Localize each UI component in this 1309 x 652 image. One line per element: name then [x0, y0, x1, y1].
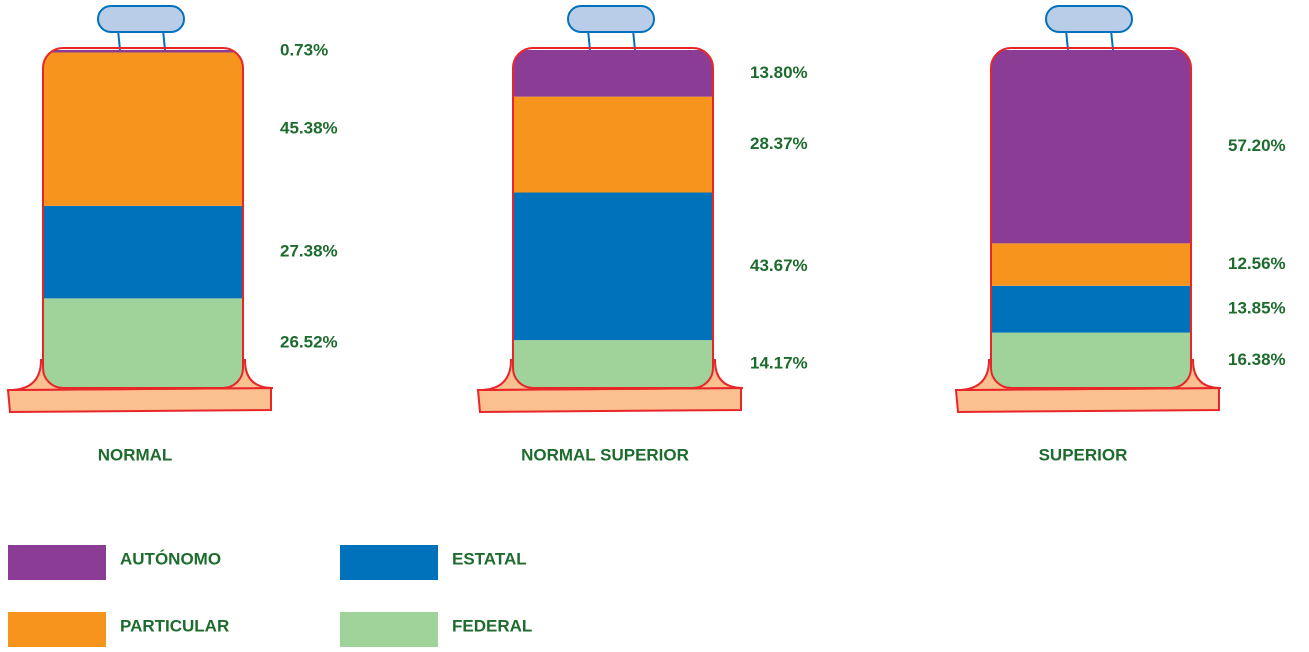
chart: 26.52% 27.38% 45.38% 0.73% NORMAL 14.17% 43.67… [0, 0, 1309, 647]
bar-segment [43, 206, 243, 299]
legend-swatch [340, 612, 438, 647]
value-label: 0.73% [280, 41, 328, 60]
bottle-base [956, 388, 1219, 412]
bottle-cap [98, 6, 184, 32]
bottle-base [478, 388, 741, 412]
value-label: 57.20% [1228, 136, 1286, 155]
category-label: SUPERIOR [1039, 445, 1128, 464]
value-label: 13.80% [750, 63, 808, 82]
legend-swatch [340, 545, 438, 580]
value-label: 26.52% [280, 333, 338, 352]
bottle-body [991, 50, 1191, 388]
bar-segment [43, 52, 243, 205]
legend-label: PARTICULAR [120, 616, 229, 635]
value-label: 14.17% [750, 354, 808, 373]
bar-segment [513, 340, 713, 388]
bar-segment [991, 50, 1191, 243]
bar-segment [43, 50, 243, 52]
legend-label: ESTATAL [452, 549, 527, 568]
value-label: 16.38% [1228, 350, 1286, 369]
value-label: 43.67% [750, 256, 808, 275]
bottle-base [8, 388, 271, 412]
bar-segment [513, 50, 713, 97]
bar-segment [43, 298, 243, 388]
value-label: 13.85% [1228, 299, 1286, 318]
legend-swatch [8, 612, 106, 647]
bar-segment [513, 193, 713, 341]
bar-segment [991, 333, 1191, 388]
bar-segment [991, 243, 1191, 285]
bottle-body [43, 50, 243, 388]
value-label: 27.38% [280, 242, 338, 261]
category-label: NORMAL SUPERIOR [521, 445, 689, 464]
value-label: 28.37% [750, 134, 808, 153]
bottle-cap [568, 6, 654, 32]
value-label: 45.38% [280, 119, 338, 138]
value-label: 12.56% [1228, 254, 1286, 273]
legend-label: AUTÓNOMO [120, 549, 221, 568]
bottle-body [513, 50, 713, 388]
legend-swatch [8, 545, 106, 580]
bottle-cap [1046, 6, 1132, 32]
legend-label: FEDERAL [452, 616, 532, 635]
bar-segment [991, 286, 1191, 333]
bar-segment [513, 97, 713, 193]
category-label: NORMAL [98, 445, 173, 464]
